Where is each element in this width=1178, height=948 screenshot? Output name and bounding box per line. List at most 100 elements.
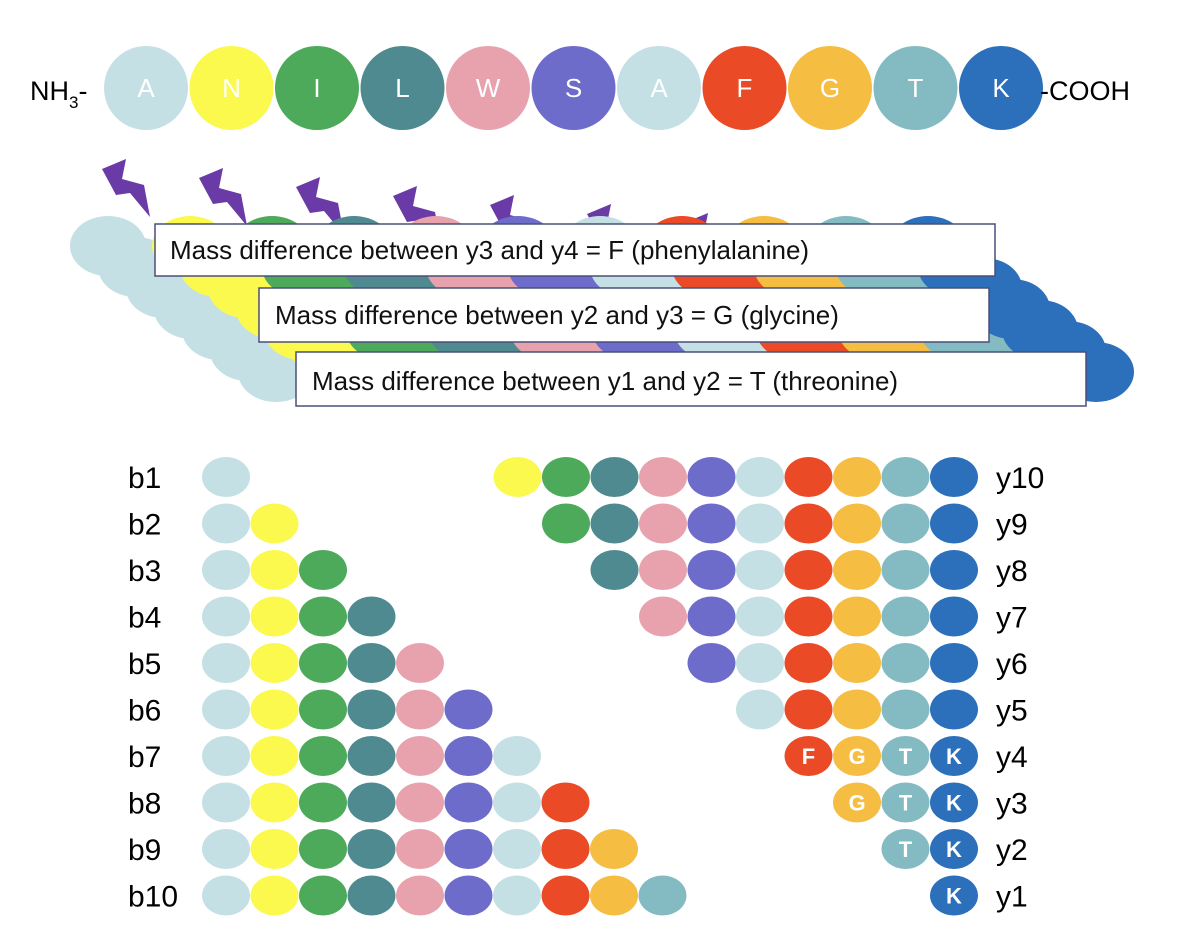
residue-dot <box>444 782 493 823</box>
residue-dot <box>250 550 299 590</box>
residue-dot <box>493 736 541 776</box>
residue-dot <box>881 550 930 590</box>
residue-dot <box>638 875 687 916</box>
residue-dot <box>833 782 881 823</box>
residue-dot <box>444 689 493 730</box>
residue-dot <box>687 596 736 637</box>
y-ion-row-y8: y8 <box>590 550 1028 590</box>
b-ion-label: b6 <box>128 695 161 728</box>
residue-dot <box>202 736 250 776</box>
b-ion-ladder: b1 b2 b3 b4 b5 b6 b7 b8 b9 b10 <box>128 457 687 916</box>
residue-dot <box>202 550 250 590</box>
residue-dot <box>493 782 541 823</box>
b-ion-row-b4: b4 <box>128 596 396 637</box>
residue-dot <box>541 829 590 869</box>
y-ion-label: y5 <box>996 695 1028 728</box>
residue-dot <box>784 643 833 683</box>
residue-dot <box>299 643 347 683</box>
y-ion-row-y10: y10 <box>493 457 1044 497</box>
residue-dot <box>930 457 978 497</box>
residue-dot <box>396 782 444 823</box>
residue-dot <box>396 736 444 776</box>
note-box <box>258 287 990 343</box>
note-box <box>154 223 996 277</box>
y-ion-label: y6 <box>996 648 1028 681</box>
note-text: Mass difference between y2 and y3 = G (g… <box>275 300 839 330</box>
residue-w-5: W <box>446 46 530 130</box>
residue-letter: W <box>476 73 501 103</box>
b-ion-label: b3 <box>128 555 161 588</box>
residue-dot <box>687 503 736 544</box>
residue-dot <box>930 643 978 683</box>
residue-circle <box>873 46 958 130</box>
residue-circle <box>189 46 274 130</box>
residue-letter: T <box>899 837 913 862</box>
b-ion-row-b3: b3 <box>128 550 347 590</box>
residue-dot <box>736 457 784 497</box>
residue-dot <box>250 643 299 683</box>
residue-dot <box>347 596 396 637</box>
residue-dot <box>736 689 784 730</box>
residue-dot <box>202 457 250 497</box>
note-text: Mass difference between y1 and y2 = T (t… <box>312 366 898 396</box>
residue-dot <box>590 457 639 497</box>
residue-letter: F <box>802 744 815 769</box>
b-ion-label: b2 <box>128 509 161 542</box>
residue-dot <box>347 829 396 869</box>
residue-dot <box>881 503 930 544</box>
b-ion-row-b8: b8 <box>128 782 590 823</box>
residue-dot <box>396 875 444 916</box>
residue-dot <box>736 550 784 590</box>
residue-dot <box>930 503 978 544</box>
residue-dot <box>881 782 930 823</box>
residue-dot <box>493 829 541 869</box>
lightning-bolt-icon <box>296 177 344 235</box>
residue-dot <box>396 643 444 683</box>
residue-circle <box>446 46 530 130</box>
b-ion-label: b5 <box>128 648 161 681</box>
residue-dot <box>687 550 736 590</box>
residue-dot <box>590 503 639 544</box>
residue-dot <box>396 829 444 869</box>
residue-circle <box>275 46 359 130</box>
b-ion-row-b9: b9 <box>128 829 638 869</box>
y-ion-label: y7 <box>996 602 1028 635</box>
y-ion-label: y8 <box>996 555 1028 588</box>
y-ion-row-y9: y9 <box>542 503 1028 544</box>
b-ion-row-b6: b6 <box>128 689 493 730</box>
c-terminus-label: -COOH <box>1040 76 1130 106</box>
residue-dot <box>930 875 978 916</box>
residue-dot <box>639 596 687 637</box>
residue-dot <box>784 736 833 776</box>
note-text: Mass difference between y3 and y4 = F (p… <box>170 235 809 265</box>
residue-dot <box>299 689 347 730</box>
residue-dot <box>299 596 347 637</box>
residue-letter: L <box>395 73 409 103</box>
residue-letter: T <box>908 73 924 103</box>
residue-dot <box>541 782 590 823</box>
residue-dot <box>250 829 299 869</box>
residue-dot <box>930 736 978 776</box>
b-ion-label: b1 <box>128 462 161 495</box>
residue-n-2: N <box>189 46 274 130</box>
residue-dot <box>250 596 299 637</box>
y-ion-label: y4 <box>996 741 1028 774</box>
y-ion-row-y1: y1 K <box>930 875 1028 916</box>
residue-dot <box>202 875 250 916</box>
residue-dot <box>687 643 736 683</box>
residue-dot <box>250 503 299 544</box>
residue-dot <box>541 875 590 916</box>
residue-letter: A <box>137 73 155 103</box>
residue-dot <box>881 457 930 497</box>
residue-dot <box>347 875 396 916</box>
residue-dot <box>347 736 396 776</box>
residue-dot <box>299 550 347 590</box>
note-y1-y2: Mass difference between y1 and y2 = T (t… <box>295 351 1087 407</box>
residue-f-8: F <box>702 46 787 130</box>
note-y3-y4: Mass difference between y3 and y4 = F (p… <box>154 223 996 277</box>
residue-dot <box>299 829 347 869</box>
residue-dot <box>202 503 250 544</box>
y-ion-label: y10 <box>996 462 1044 495</box>
y-ion-label: y3 <box>996 788 1028 821</box>
